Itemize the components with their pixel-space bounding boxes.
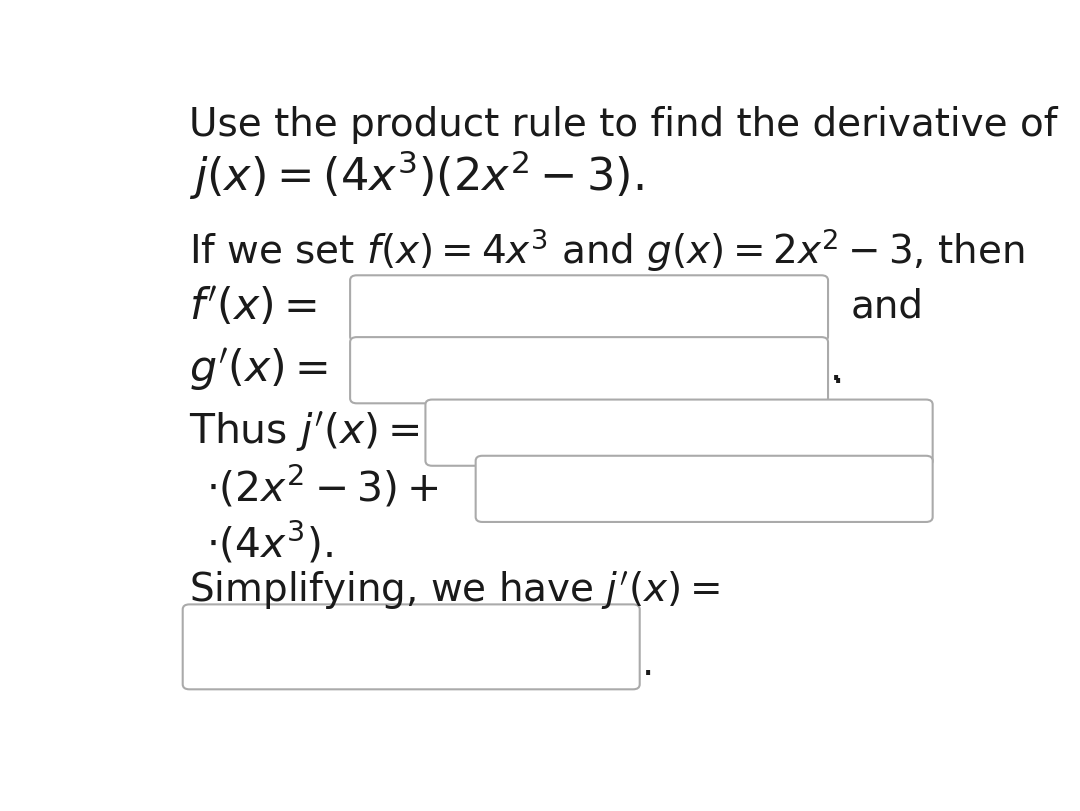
Text: .: . [832, 353, 843, 391]
Text: $\cdot\left(2x^2 - 3\right) +$: $\cdot\left(2x^2 - 3\right) +$ [206, 465, 438, 511]
FancyBboxPatch shape [475, 456, 933, 522]
FancyBboxPatch shape [350, 337, 828, 403]
Text: .: . [829, 350, 842, 388]
Text: $j(x) = \left(4x^3\right)\left(2x^2 - 3\right).$: $j(x) = \left(4x^3\right)\left(2x^2 - 3\… [189, 148, 644, 202]
Text: and: and [851, 288, 923, 325]
Text: $f'(x) =$: $f'(x) =$ [189, 285, 318, 328]
Text: If we set $f(x) = 4x^3$ and $g(x) = 2x^2 - 3$, then: If we set $f(x) = 4x^3$ and $g(x) = 2x^2… [189, 226, 1025, 274]
Text: Thus $j'(x) =$: Thus $j'(x) =$ [189, 410, 420, 453]
Text: Simplifying, we have $j'(x) =$: Simplifying, we have $j'(x) =$ [189, 569, 720, 611]
FancyBboxPatch shape [350, 275, 828, 341]
Text: .: . [642, 645, 653, 683]
Text: Use the product rule to find the derivative of: Use the product rule to find the derivat… [189, 106, 1058, 144]
Text: $g'(x) =$: $g'(x) =$ [189, 346, 328, 392]
FancyBboxPatch shape [183, 604, 639, 689]
FancyBboxPatch shape [426, 400, 933, 466]
Text: $\cdot\left(4x^3\right).$: $\cdot\left(4x^3\right).$ [206, 521, 333, 567]
